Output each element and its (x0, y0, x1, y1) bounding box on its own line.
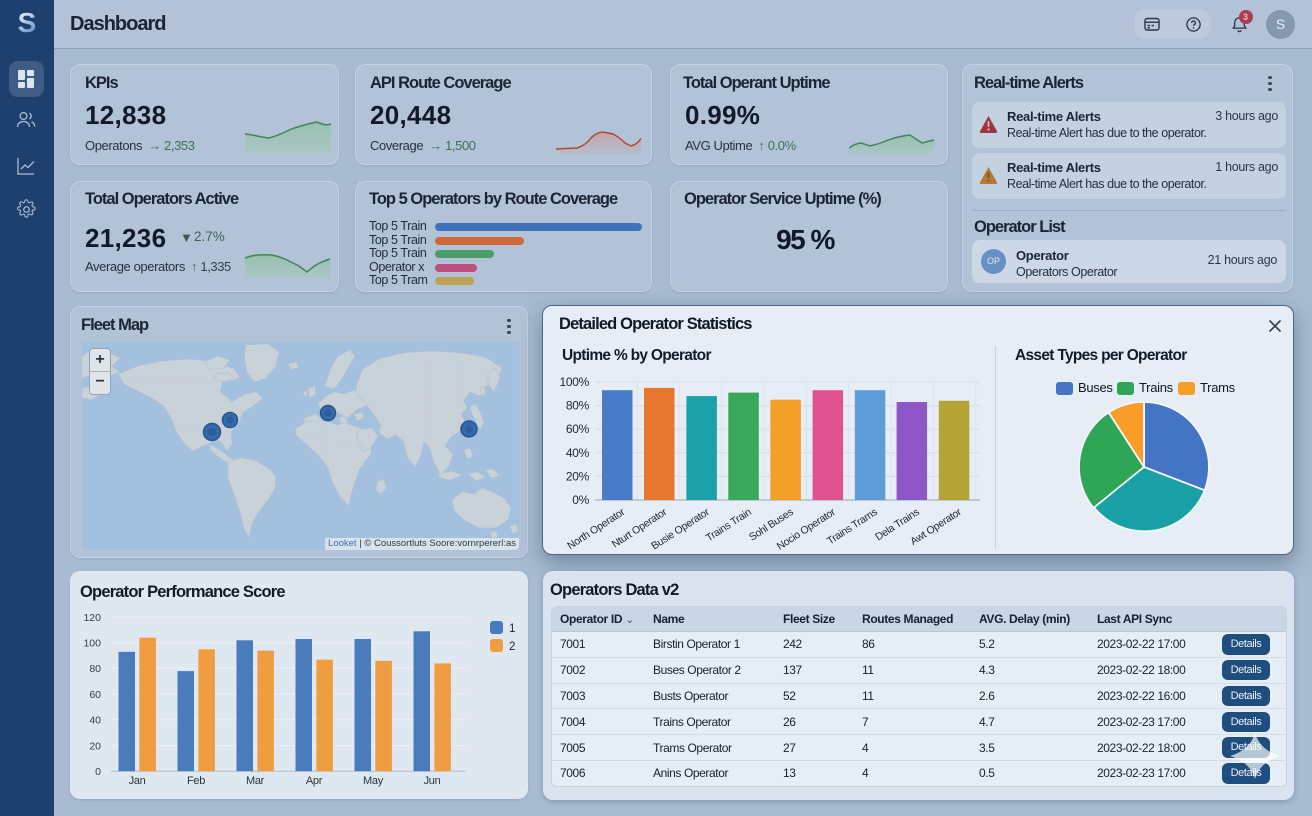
svg-text:40: 40 (89, 715, 101, 727)
svg-text:100%: 100% (560, 375, 590, 389)
svg-text:80%: 80% (566, 399, 590, 413)
svg-text:40%: 40% (566, 446, 590, 460)
svg-text:1: 1 (509, 623, 515, 635)
svg-text:80: 80 (89, 663, 101, 675)
svg-text:Mar: Mar (246, 775, 265, 787)
svg-text:100: 100 (83, 638, 101, 650)
svg-text:Trains Train: Trains Train (704, 506, 754, 544)
svg-text:0: 0 (95, 766, 101, 778)
svg-text:Jun: Jun (424, 775, 441, 787)
svg-text:20: 20 (89, 740, 101, 752)
svg-text:Jan: Jan (129, 775, 146, 787)
svg-text:60: 60 (89, 689, 101, 701)
svg-text:0%: 0% (572, 493, 589, 507)
svg-text:Apr: Apr (306, 775, 323, 787)
svg-text:120: 120 (83, 612, 101, 624)
svg-text:60%: 60% (566, 422, 590, 436)
svg-text:May: May (363, 775, 384, 787)
svg-text:2: 2 (509, 641, 515, 653)
svg-text:Feb: Feb (187, 775, 205, 787)
svg-text:20%: 20% (566, 469, 590, 483)
